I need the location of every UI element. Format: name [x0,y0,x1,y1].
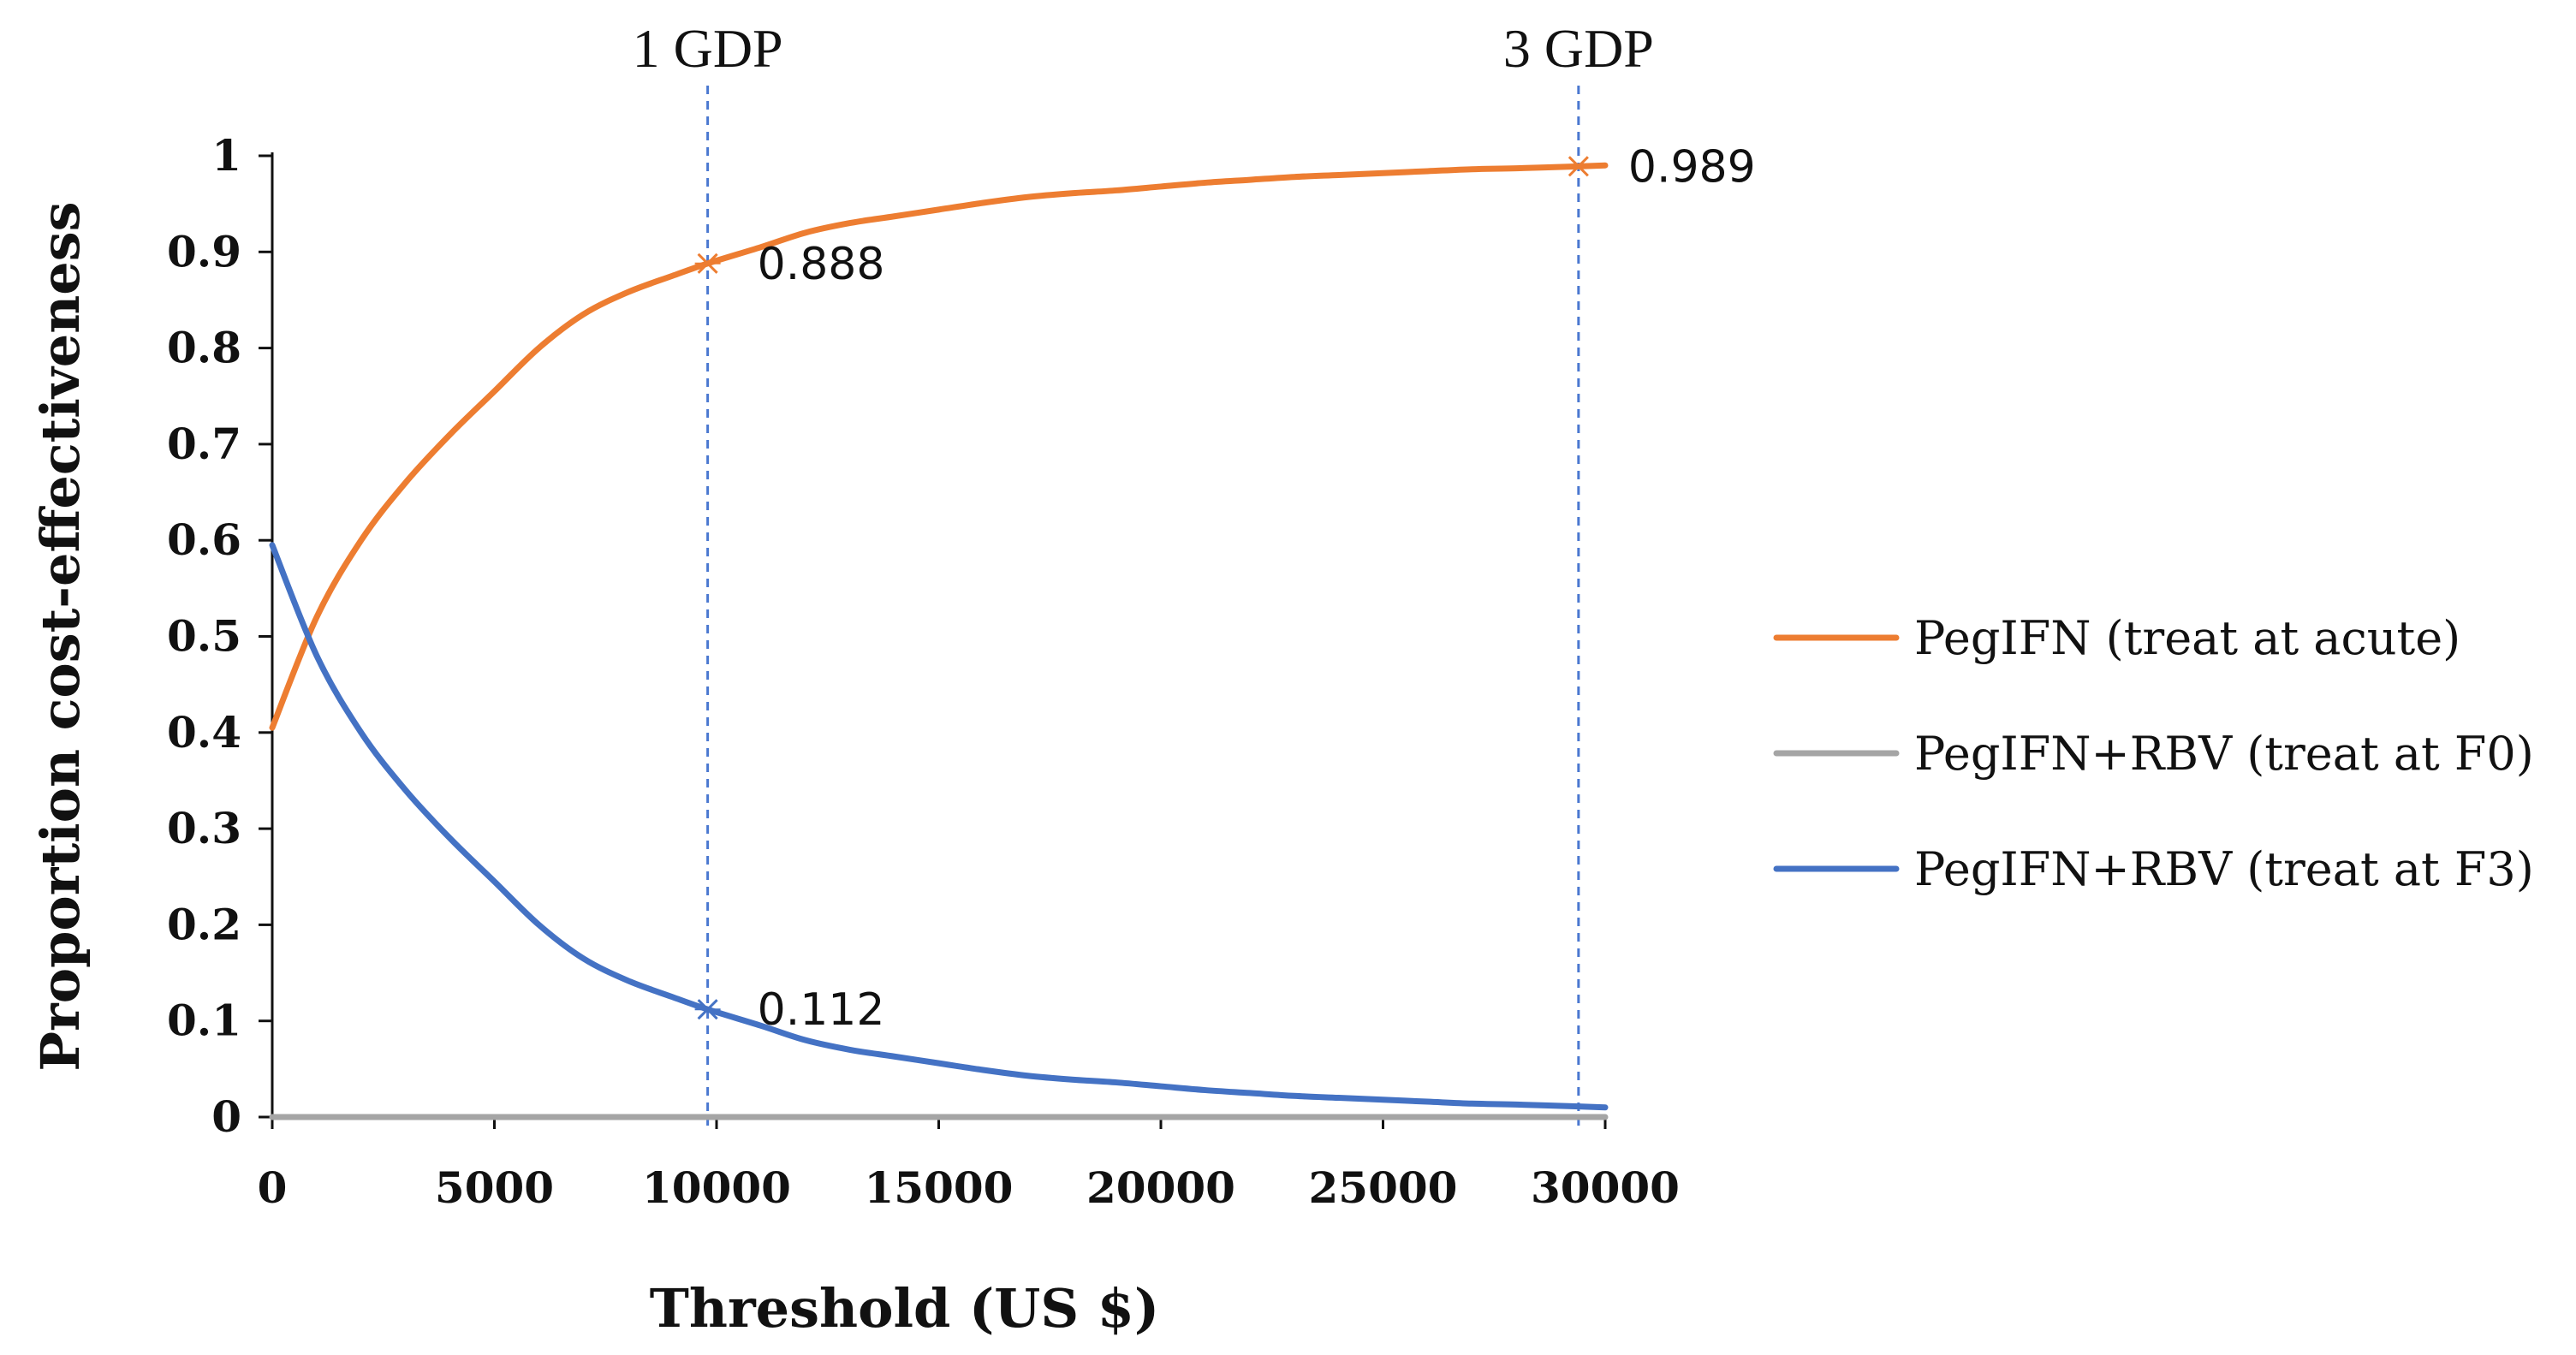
reference-lines: 1 GDP 3 GDP [633,18,1654,1126]
y-tick-label: 0.1 [167,995,241,1046]
series-line-2 [269,542,1609,1111]
axes: 0 0.1 0.2 0.3 0.4 0.5 0.6 0.7 0.8 0.9 1 0 5000 10000 1… [29,130,1680,1340]
y-tick-label: 0.4 [167,707,241,758]
x-tick-label: 15000 [865,1162,1014,1213]
y-axis-title: Proportion cost-effectiveness [29,201,92,1071]
x-axis-title: Threshold (US $) [650,1277,1159,1340]
legend-label-0: PegIFN (treat at acute) [1914,611,2460,665]
reference-line-label: 1 GDP [633,18,783,79]
y-tick-label: 0 [211,1091,241,1142]
y-tick-label: 1 [211,130,241,181]
data-label: 0.112 [758,984,885,1036]
legend-label-2: PegIFN+RBV (treat at F3) [1914,842,2534,896]
x-tick-label: 25000 [1309,1162,1458,1213]
x-tick-label: 30000 [1531,1162,1680,1213]
data-label: 0.888 [758,239,885,290]
reference-line-label: 3 GDP [1503,18,1654,79]
x-tick-label: 10000 [642,1162,791,1213]
y-tick-label: 0.3 [167,803,241,853]
x-tick-label: 0 [258,1162,288,1213]
legend-label-1: PegIFN+RBV (treat at F0) [1914,727,2534,781]
point-marker [1565,156,1591,177]
y-tick-label: 0.6 [167,514,241,565]
x-tick-label: 5000 [435,1162,554,1213]
x-tick-label: 20000 [1086,1162,1235,1213]
y-tick-label: 0.2 [167,899,241,949]
y-tick-label: 0.9 [167,226,241,276]
legend: PegIFN (treat at acute) PegIFN+RBV (treat… [1773,611,2534,896]
series-line-0 [269,162,1609,731]
data-label: 0.989 [1628,141,1756,193]
y-tick-label: 0.5 [167,611,241,662]
markers [694,156,1591,1020]
point-marker [694,253,721,274]
data-labels: 0.888 0.989 0.112 [758,141,1756,1036]
y-tick-label: 0.8 [167,323,241,373]
point-marker [694,999,721,1020]
series-lines [269,162,1609,1120]
y-tick-label: 0.7 [167,419,241,469]
